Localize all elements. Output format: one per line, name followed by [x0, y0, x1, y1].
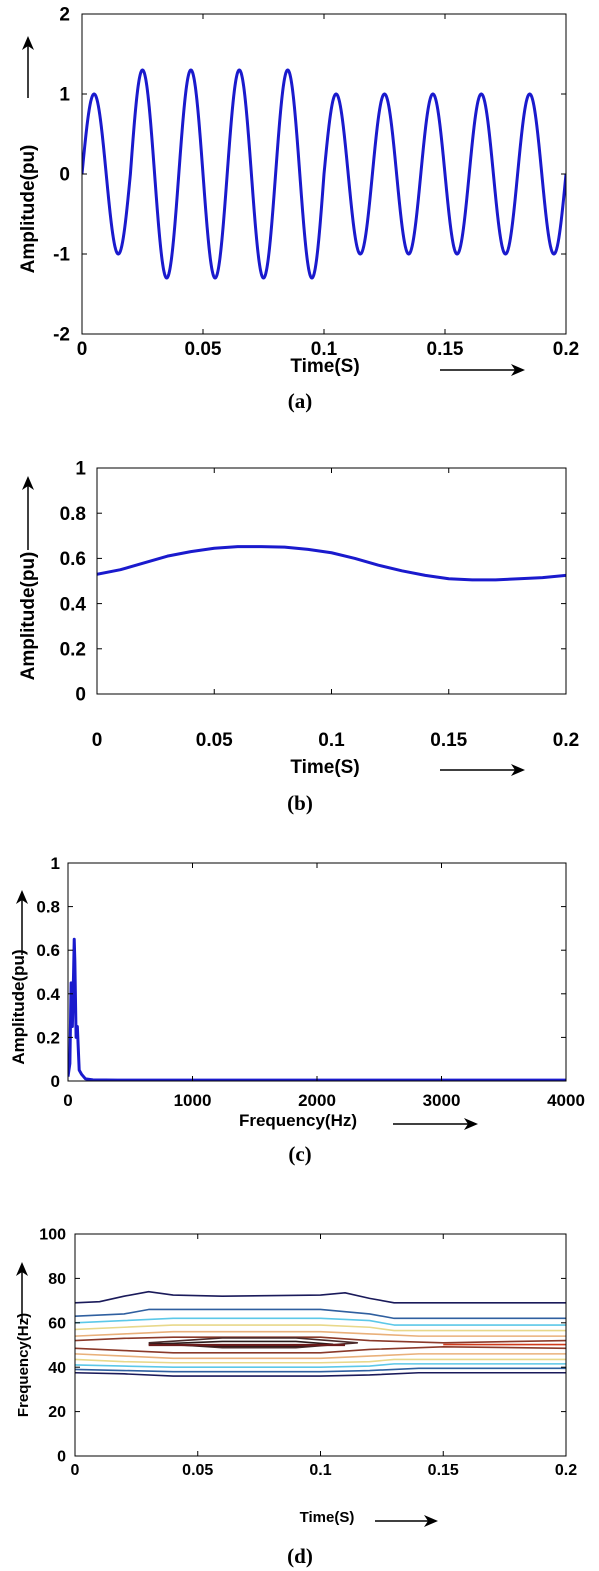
panel-a-ytick-label-1: -1 — [53, 245, 70, 266]
panel-d-plot-area — [75, 1290, 566, 1377]
panel-b-ylabel: Amplitude(pu) — [18, 552, 39, 681]
panel-d-xtick-label-1: 0.05 — [182, 1462, 213, 1479]
panel-d-xtick-label-0: 0 — [71, 1462, 80, 1479]
panel-b-ytick-label-3: 0.6 — [60, 549, 86, 570]
panel-d-contour-line-1 — [75, 1308, 566, 1320]
panel-c-ylabel: Amplitude(pu) — [9, 949, 28, 1064]
panel-c-ytick-label-2: 0.4 — [36, 985, 60, 1004]
panel-c-ytick-label-1: 0.2 — [36, 1028, 60, 1047]
panel-d-contour-closed-0 — [148, 1337, 359, 1349]
panel-d-contour-line-11 — [75, 1367, 566, 1373]
panel-d-ytick-label-1: 20 — [48, 1404, 66, 1421]
panel-d-ytick-label-5: 100 — [39, 1227, 66, 1244]
panel-a-plot-area — [82, 68, 566, 280]
panel-d-contour-line-10 — [75, 1363, 566, 1368]
panel-d-contour-line-3 — [75, 1324, 566, 1332]
panel-d-ytick-label-4: 80 — [48, 1271, 66, 1288]
panel-a-xtick-label-1: 0.05 — [185, 339, 222, 360]
panel-d-xlabel-arrow-head — [424, 1515, 438, 1527]
panel-b-xlabel-arrow-head — [511, 764, 525, 776]
panel-d-xtick-label-3: 0.15 — [428, 1462, 459, 1479]
panel-c-ytick-label-3: 0.6 — [36, 941, 60, 960]
panel-d-contour-line-9 — [75, 1358, 566, 1364]
panel-a-series-line-0 — [82, 68, 566, 280]
panel-d-ytick-label-3: 60 — [48, 1315, 66, 1332]
panel-b-ytick-label-5: 1 — [75, 459, 86, 480]
panel-a-ytick-label-4: 2 — [59, 5, 70, 26]
panel-d-xtick-label-4: 0.2 — [555, 1462, 577, 1479]
panel-c-series-line-0 — [68, 937, 566, 1081]
panel-d-caption: (d) — [287, 1544, 313, 1568]
panel-a-xtick-label-0: 0 — [77, 339, 88, 360]
panel-b-ylabel-arrow-head — [22, 476, 34, 490]
panel-c-axes-box — [67, 862, 567, 1082]
panel-b: 0 0.05 0.1 0.15 0.2 0 0.2 0.4 0.6 0.8 1 Time(S) Ampl… — [18, 459, 579, 815]
panel-c-caption: (c) — [288, 1142, 311, 1166]
panel-c-xtick-label-3: 3000 — [423, 1091, 461, 1110]
panel-a-caption: (a) — [288, 389, 313, 413]
panel-a-xtick-label-4: 0.2 — [553, 339, 579, 360]
panel-a-xlabel-arrow-head — [511, 364, 525, 376]
panel-d-contour-line-5 — [75, 1336, 566, 1344]
panel-c-xtick-label-2: 2000 — [298, 1091, 336, 1110]
panel-c-ytick-label-4: 0.8 — [36, 898, 60, 917]
panel-c-ytick-label-0: 0 — [51, 1072, 60, 1091]
panel-c-xlabel: Frequency(Hz) — [239, 1111, 357, 1130]
panel-c-plot-area — [68, 937, 566, 1081]
panel-a-ylabel-arrow-head — [22, 36, 34, 50]
panel-b-caption: (b) — [287, 791, 313, 815]
panel-d-ylabel: Frequency(Hz) — [15, 1313, 32, 1417]
panel-d-contour-line-8 — [75, 1353, 566, 1360]
panel-b-series-line-0 — [97, 545, 566, 582]
panel-b-xtick-label-3: 0.15 — [430, 730, 467, 751]
panel-c-ylabel-arrow-head — [16, 890, 28, 904]
panel-a-xlabel: Time(S) — [290, 356, 359, 377]
panel-a-xtick-label-2: 0.1 — [311, 339, 338, 360]
panel-b-ytick-label-0: 0 — [75, 685, 86, 706]
panel-b-xlabel: Time(S) — [290, 757, 359, 778]
panel-b-xtick-label-1: 0.05 — [196, 730, 233, 751]
panel-a: 0 0.05 0.1 0.15 0.2 -2 -1 0 1 2 Time(S) Amplitude(p… — [18, 5, 579, 413]
panel-b-ytick-label-2: 0.4 — [60, 594, 87, 615]
panel-c-xtick-label-4: 4000 — [547, 1091, 585, 1110]
panel-d-ytick-label-0: 0 — [57, 1449, 66, 1466]
panel-d-contour-line-0 — [75, 1290, 566, 1304]
panel-d-xtick-label-2: 0.1 — [309, 1462, 331, 1479]
panel-b-xtick-label-2: 0.1 — [318, 730, 345, 751]
panel-c-xtick-label-1: 1000 — [174, 1091, 212, 1110]
panel-d-ytick-label-2: 40 — [48, 1360, 66, 1377]
panel-d-ylabel-arrow-head — [16, 1262, 28, 1276]
panel-b-xtick-label-0: 0 — [92, 730, 103, 751]
panel-d-contour-line-4 — [75, 1330, 566, 1337]
panel-d-contour-line-7 — [75, 1345, 566, 1354]
panel-a-ylabel: Amplitude(pu) — [18, 145, 39, 274]
panel-d-xlabel: Time(S) — [300, 1509, 355, 1526]
panel-d: 0 0.05 0.1 0.15 0.2 0 20 40 60 80 100 Time(S) Freque… — [15, 1227, 577, 1568]
panel-a-ytick-label-3: 1 — [59, 85, 70, 106]
panel-d-contour-line-12 — [75, 1371, 566, 1377]
panel-d-contour-line-2 — [75, 1317, 566, 1326]
panel-a-ytick-label-2: 0 — [59, 165, 70, 186]
panel-a-ytick-label-0: -2 — [53, 325, 70, 346]
panel-a-xtick-label-3: 0.15 — [427, 339, 464, 360]
panel-c: 0 1000 2000 3000 4000 0 0.2 0.4 0.6 0.8 1 Frequency… — [9, 854, 585, 1166]
panel-c-xtick-label-0: 0 — [63, 1091, 72, 1110]
panel-b-ytick-label-1: 0.2 — [60, 639, 86, 660]
panel-b-ytick-label-4: 0.8 — [60, 504, 86, 525]
panel-c-xlabel-arrow-head — [464, 1118, 478, 1130]
panel-b-plot-area — [97, 545, 566, 582]
panel-b-xtick-label-4: 0.2 — [553, 730, 579, 751]
panel-c-ytick-label-5: 1 — [51, 854, 60, 873]
